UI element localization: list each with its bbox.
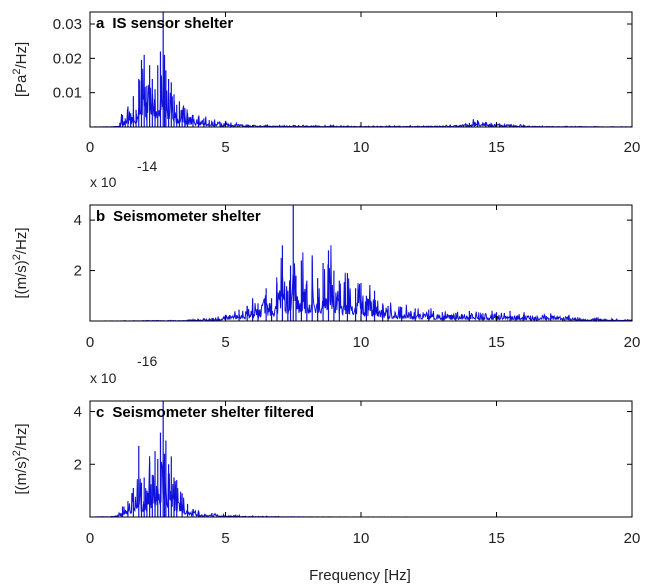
y-tick-label: 0.01 (53, 85, 82, 102)
y-tick-label: 4 (74, 404, 82, 421)
panel-title-b: b Seismometer shelter (96, 208, 261, 225)
y-axis-label-c: [(m/s)2/Hz] (11, 423, 30, 494)
panel-b: x 10 -14 0 5 10 15 20 2 4 b Seismometer shelter [(m… (11, 158, 640, 351)
x-tick-label: 20 (624, 139, 641, 156)
x-tick-label: 10 (353, 139, 370, 156)
y-tick-label: 4 (74, 212, 82, 229)
x-tick-label: 20 (624, 530, 641, 547)
y-axis-label-b: [(m/s)2/Hz] (11, 227, 30, 298)
x-tick-label: 0 (86, 139, 94, 156)
x-tick-label: 20 (624, 334, 641, 351)
panel-c: x 10 -16 0 5 10 15 20 2 4 c Seismometer shelter fi… (11, 353, 640, 547)
x-tick-label: 5 (221, 139, 229, 156)
panel-title-a: a IS sensor shelter (96, 15, 233, 32)
panel-title-c: c Seismometer shelter filtered (96, 404, 314, 421)
x-tick-label: 5 (221, 530, 229, 547)
axis-multiplier-exponent-c: -16 (137, 353, 157, 369)
x-tick-label: 15 (488, 334, 505, 351)
x-tick-label: 15 (488, 139, 505, 156)
x-tick-label: 0 (86, 334, 94, 351)
axis-multiplier-exponent-b: -14 (137, 158, 157, 174)
series-peaks-b (184, 205, 633, 321)
panel-a: 0 5 10 15 20 0.01 0.02 0.03 a IS sensor shelter [P… (11, 11, 641, 156)
x-tick-label: 5 (221, 334, 229, 351)
axis-multiplier-c: x 10 (90, 370, 117, 386)
y-tick-label: 2 (74, 456, 82, 473)
x-tick-label: 10 (353, 334, 370, 351)
y-tick-label: 2 (74, 263, 82, 280)
y-axis-label-a: [Pa2/Hz] (11, 42, 30, 97)
y-tick-label: 0.02 (53, 50, 82, 67)
x-tick-label: 0 (86, 530, 94, 547)
x-tick-label: 10 (353, 530, 370, 547)
x-axis-label: Frequency [Hz] (309, 567, 411, 584)
x-tick-label: 15 (488, 530, 505, 547)
axis-multiplier-b: x 10 (90, 174, 117, 190)
y-tick-label: 0.03 (53, 16, 82, 33)
